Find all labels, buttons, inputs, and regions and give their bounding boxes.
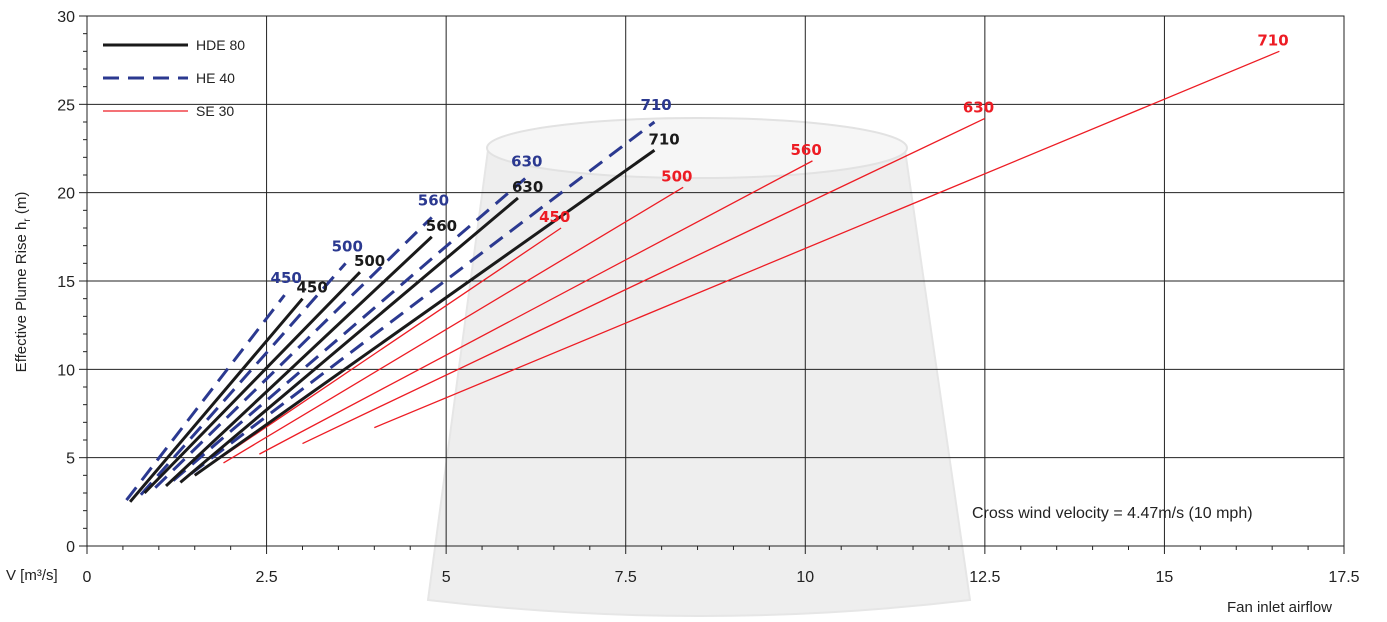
- x-tick-label: 5: [442, 569, 451, 586]
- y-axis-label-sub: r: [22, 218, 33, 222]
- series-line-se30-500: [223, 186, 684, 464]
- data-labels: 450 500 560 630 710 450 500 560 630 710 450 500 560 6…: [271, 31, 1289, 296]
- y-axis-label-main: Effective Plume Rise h: [13, 222, 30, 373]
- x-axis-ticks: 0 2.5 5 7.5 10 12.5 15 17.5: [83, 546, 1360, 586]
- series-line-se30-710: [374, 50, 1280, 429]
- data-label-se30-500: 500: [661, 167, 692, 185]
- data-label-he40-560: 560: [418, 191, 449, 209]
- x-axis-left-label: V [m³/s]: [6, 567, 58, 584]
- series-line-hde80-630: [179, 196, 519, 484]
- data-label-he40-630: 630: [511, 153, 542, 171]
- x-axis-label: Fan inlet airflow: [1227, 599, 1332, 616]
- x-tick-label: 17.5: [1328, 569, 1359, 586]
- x-tick-label: 2.5: [255, 569, 277, 586]
- data-label-he40-450: 450: [271, 269, 302, 287]
- data-label-he40-710: 710: [640, 96, 671, 114]
- y-tick-label: 20: [57, 186, 75, 203]
- data-label-se30-560: 560: [790, 141, 821, 159]
- x-tick-label: 15: [1156, 569, 1174, 586]
- y-tick-label: 25: [57, 97, 75, 114]
- series-line-he40-710: [190, 120, 656, 475]
- legend-label-he40: HE 40: [196, 70, 235, 86]
- grid: [87, 16, 1344, 546]
- series-line-hde80-450: [128, 297, 304, 503]
- series-line-he40-450: [125, 294, 286, 501]
- cross-wind-annotation: Cross wind velocity = 4.47m/s (10 mph): [972, 505, 1253, 522]
- plot-lines: [125, 50, 1280, 503]
- data-label-se30-710: 710: [1257, 31, 1288, 49]
- series-line-he40-500: [139, 262, 347, 496]
- data-label-hde80-560: 560: [426, 217, 457, 235]
- data-label-se30-450: 450: [539, 208, 570, 226]
- data-label-hde80-710: 710: [648, 130, 679, 148]
- series-line-se30-630: [302, 117, 986, 445]
- x-tick-label: 7.5: [615, 569, 637, 586]
- y-axis-ticks: 0 5 10 15 20 25 30: [57, 9, 87, 556]
- series-line-he40-560: [154, 216, 433, 489]
- series-line-se30-450: [194, 227, 562, 476]
- y-tick-label: 0: [66, 539, 75, 556]
- legend-label-hde80: HDE 80: [196, 37, 245, 53]
- x-tick-label: 0: [83, 569, 92, 586]
- data-label-he40-500: 500: [332, 237, 363, 255]
- series-line-hde80-500: [143, 271, 362, 495]
- series-line-hde80-560: [164, 235, 433, 488]
- y-tick-label: 15: [57, 274, 75, 291]
- legend-label-se30: SE 30: [196, 103, 234, 119]
- plot-frame: [86, 15, 1345, 547]
- x-tick-label: 10: [796, 569, 814, 586]
- series-line-hde80-710: [193, 149, 656, 477]
- legend: HDE 80 HE 40 SE 30: [103, 37, 245, 119]
- y-axis-label-unit: (m): [13, 192, 30, 219]
- data-label-se30-630: 630: [963, 98, 994, 116]
- data-label-hde80-450: 450: [296, 279, 327, 297]
- tower-top-opening: [486, 117, 908, 179]
- data-label-hde80-630: 630: [512, 178, 543, 196]
- y-tick-label: 30: [57, 9, 75, 26]
- series-line-he40-630: [172, 177, 527, 482]
- y-axis-label: Effective Plume Rise hr (m): [13, 192, 33, 373]
- series-line-se30-560: [259, 160, 813, 455]
- data-label-hde80-500: 500: [354, 252, 385, 270]
- y-tick-label: 5: [66, 451, 75, 468]
- tower-silhouette: [426, 129, 972, 617]
- x-tick-label: 12.5: [969, 569, 1000, 586]
- y-tick-label: 10: [57, 362, 75, 379]
